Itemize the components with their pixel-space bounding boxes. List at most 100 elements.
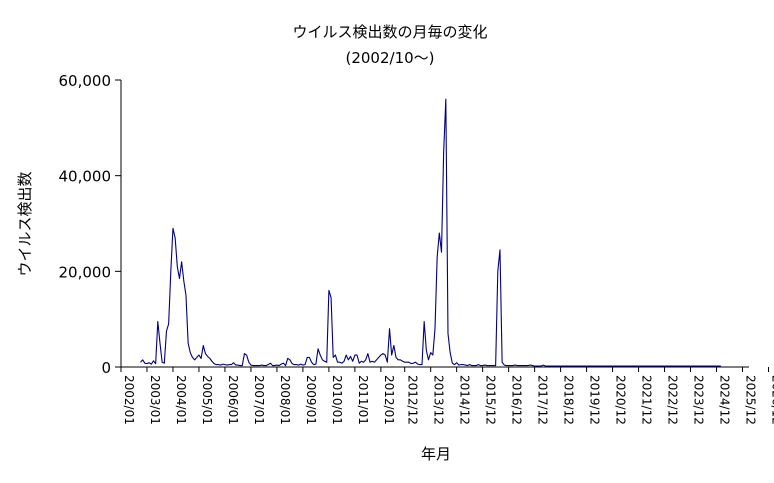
data-point: [623, 366, 624, 367]
data-point: [298, 365, 299, 366]
data-point: [201, 358, 202, 359]
data-point: [712, 366, 713, 367]
data-point: [664, 366, 665, 367]
data-point: [539, 366, 540, 367]
data-point: [452, 363, 453, 364]
data-point: [595, 366, 596, 367]
data-point: [311, 362, 312, 363]
data-point: [532, 365, 533, 366]
data-point: [231, 364, 232, 365]
data-point: [359, 363, 360, 364]
data-point: [580, 366, 581, 367]
data-point: [630, 366, 631, 367]
data-point: [190, 352, 191, 353]
data-point: [307, 357, 308, 358]
x-tick-label: 2015/12: [484, 375, 498, 425]
data-point: [498, 271, 499, 272]
data-point: [508, 365, 509, 366]
data-point: [632, 366, 633, 367]
data-point: [708, 366, 709, 367]
data-point: [309, 357, 310, 358]
data-point: [279, 365, 280, 366]
x-tick-label: 2021/12: [640, 375, 654, 425]
x-tick-label: 2011/01: [356, 375, 370, 425]
data-point: [413, 363, 414, 364]
data-point: [565, 366, 566, 367]
data-point: [318, 349, 319, 350]
data-point: [575, 366, 576, 367]
data-point: [424, 321, 425, 322]
data-point: [333, 357, 334, 358]
data-point: [530, 365, 531, 366]
data-point: [216, 364, 217, 365]
data-point: [591, 366, 592, 367]
data-point: [617, 366, 618, 367]
data-point: [705, 366, 706, 367]
data-point: [292, 363, 293, 364]
data-point: [692, 366, 693, 367]
data-point: [513, 365, 514, 366]
data-point: [627, 366, 628, 367]
data-point: [300, 364, 301, 365]
data-point: [209, 358, 210, 359]
data-point: [545, 366, 546, 367]
data-point: [188, 343, 189, 344]
x-tick-label: 2006/01: [226, 375, 240, 425]
data-point: [225, 364, 226, 365]
data-point: [363, 362, 364, 363]
data-point: [699, 366, 700, 367]
data-point: [478, 364, 479, 365]
data-point: [320, 355, 321, 356]
data-point: [619, 366, 620, 367]
data-point: [287, 358, 288, 359]
data-point: [428, 360, 429, 361]
data-point: [515, 365, 516, 366]
data-point: [573, 366, 574, 367]
data-point: [467, 365, 468, 366]
data-point: [456, 362, 457, 363]
data-point: [402, 361, 403, 362]
data-point: [294, 364, 295, 365]
data-point: [214, 363, 215, 364]
data-point: [244, 353, 245, 354]
data-point: [562, 366, 563, 367]
data-point: [669, 366, 670, 367]
data-point: [634, 366, 635, 367]
x-tick-label: 2010/01: [330, 375, 344, 425]
data-point: [227, 365, 228, 366]
data-point: [666, 366, 667, 367]
data-point: [151, 364, 152, 365]
data-point: [604, 366, 605, 367]
data-point: [350, 356, 351, 357]
data-point: [383, 353, 384, 354]
data-point: [142, 360, 143, 361]
data-point: [697, 366, 698, 367]
x-tick-label: 2009/01: [304, 375, 318, 425]
x-tick-label: 2002/01: [122, 375, 136, 425]
data-point: [437, 257, 438, 258]
data-point: [593, 366, 594, 367]
data-point: [647, 366, 648, 367]
data-point: [238, 365, 239, 366]
x-tick-label: 2018/12: [562, 375, 576, 425]
data-point: [324, 361, 325, 362]
data-point: [385, 355, 386, 356]
data-point: [690, 366, 691, 367]
data-point: [372, 361, 373, 362]
data-point: [257, 365, 258, 366]
data-point: [517, 365, 518, 366]
data-point: [688, 366, 689, 367]
data-point: [701, 366, 702, 367]
data-point: [147, 363, 148, 364]
data-point: [536, 366, 537, 367]
data-point: [441, 252, 442, 253]
data-point: [199, 355, 200, 356]
data-point: [212, 361, 213, 362]
data-point: [446, 99, 447, 100]
x-axis-label: 年月: [421, 445, 451, 463]
data-point: [181, 261, 182, 262]
data-point: [229, 364, 230, 365]
data-point: [400, 360, 401, 361]
data-point: [283, 363, 284, 364]
